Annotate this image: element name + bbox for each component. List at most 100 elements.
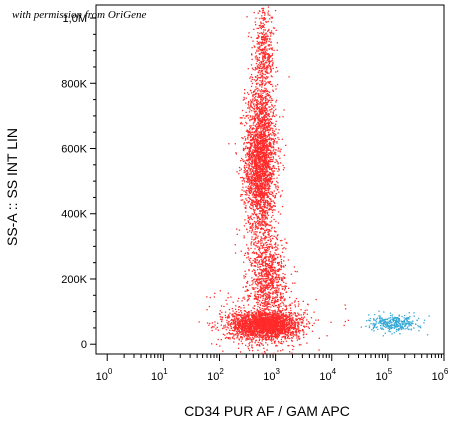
data-point <box>277 244 279 246</box>
data-point <box>250 147 252 149</box>
data-point <box>251 204 254 206</box>
data-point <box>246 228 248 231</box>
data-point <box>260 193 263 195</box>
data-point <box>265 119 267 122</box>
data-point <box>245 189 247 192</box>
data-point <box>251 199 254 202</box>
data-point <box>259 304 262 306</box>
data-point <box>252 142 254 144</box>
data-point <box>256 129 258 131</box>
data-point <box>260 225 262 227</box>
data-point <box>260 153 262 155</box>
data-point <box>250 168 252 170</box>
data-point <box>266 265 268 268</box>
data-point <box>278 191 280 193</box>
data-point <box>271 274 273 277</box>
data-point <box>262 102 264 104</box>
data-point <box>259 46 261 48</box>
data-point <box>264 134 266 136</box>
data-point <box>267 192 269 194</box>
data-point <box>247 217 249 219</box>
data-point <box>263 39 265 41</box>
data-point <box>260 81 262 83</box>
data-point <box>258 10 261 12</box>
data-point <box>288 287 290 289</box>
data-point <box>261 103 263 106</box>
data-point <box>270 139 272 141</box>
data-point <box>269 129 272 131</box>
data-point <box>275 253 277 256</box>
data-point <box>270 239 272 242</box>
data-point <box>278 264 280 266</box>
data-point <box>253 173 255 175</box>
data-point <box>249 150 251 152</box>
data-point <box>246 172 249 174</box>
data-point <box>269 253 271 255</box>
data-point <box>257 180 259 182</box>
data-point <box>255 129 257 132</box>
data-point <box>265 89 267 91</box>
data-point <box>263 115 265 117</box>
data-point <box>257 193 259 196</box>
data-point <box>268 306 270 308</box>
data-point <box>275 322 277 324</box>
data-point <box>270 48 273 50</box>
data-point <box>264 199 267 202</box>
data-point <box>248 148 250 150</box>
data-point <box>249 230 251 232</box>
data-point <box>261 76 263 78</box>
data-point <box>259 102 261 104</box>
data-point <box>250 312 253 314</box>
data-point <box>242 323 244 325</box>
data-point <box>263 198 265 200</box>
data-point <box>275 345 277 347</box>
data-point <box>248 153 251 156</box>
data-point <box>262 252 264 254</box>
data-point <box>254 203 256 205</box>
data-point <box>268 230 270 233</box>
data-point <box>278 309 280 311</box>
data-point <box>245 211 247 213</box>
data-point <box>273 166 275 168</box>
data-point <box>261 147 263 149</box>
data-point <box>260 227 263 229</box>
data-point <box>266 196 268 198</box>
data-point <box>260 271 263 273</box>
data-point <box>249 192 251 195</box>
data-point <box>252 124 254 126</box>
data-point <box>260 257 263 259</box>
data-point <box>264 109 267 111</box>
data-point <box>257 27 260 30</box>
data-point <box>276 281 278 284</box>
data-point <box>268 65 271 67</box>
data-point <box>239 324 242 326</box>
data-point <box>248 173 251 175</box>
data-point <box>271 206 273 209</box>
data-point <box>266 68 268 70</box>
data-point <box>238 325 241 327</box>
data-point <box>252 321 254 323</box>
data-point <box>266 72 269 74</box>
data-point <box>271 227 273 230</box>
data-point <box>257 139 259 141</box>
data-point <box>241 123 243 125</box>
data-point <box>271 181 273 184</box>
data-point <box>256 173 258 175</box>
data-point <box>271 323 273 325</box>
data-point <box>271 172 273 174</box>
data-point <box>278 307 280 309</box>
data-point <box>270 152 273 154</box>
data-point <box>269 67 272 69</box>
data-point <box>262 275 264 277</box>
data-point <box>266 194 268 196</box>
data-point <box>275 101 277 103</box>
data-point <box>265 88 267 90</box>
data-point <box>255 169 257 171</box>
data-point <box>280 258 282 261</box>
data-point <box>276 253 278 256</box>
data-point <box>275 269 277 272</box>
data-point <box>270 60 272 62</box>
data-point <box>256 167 258 169</box>
data-point <box>267 284 269 286</box>
data-point <box>262 55 264 57</box>
